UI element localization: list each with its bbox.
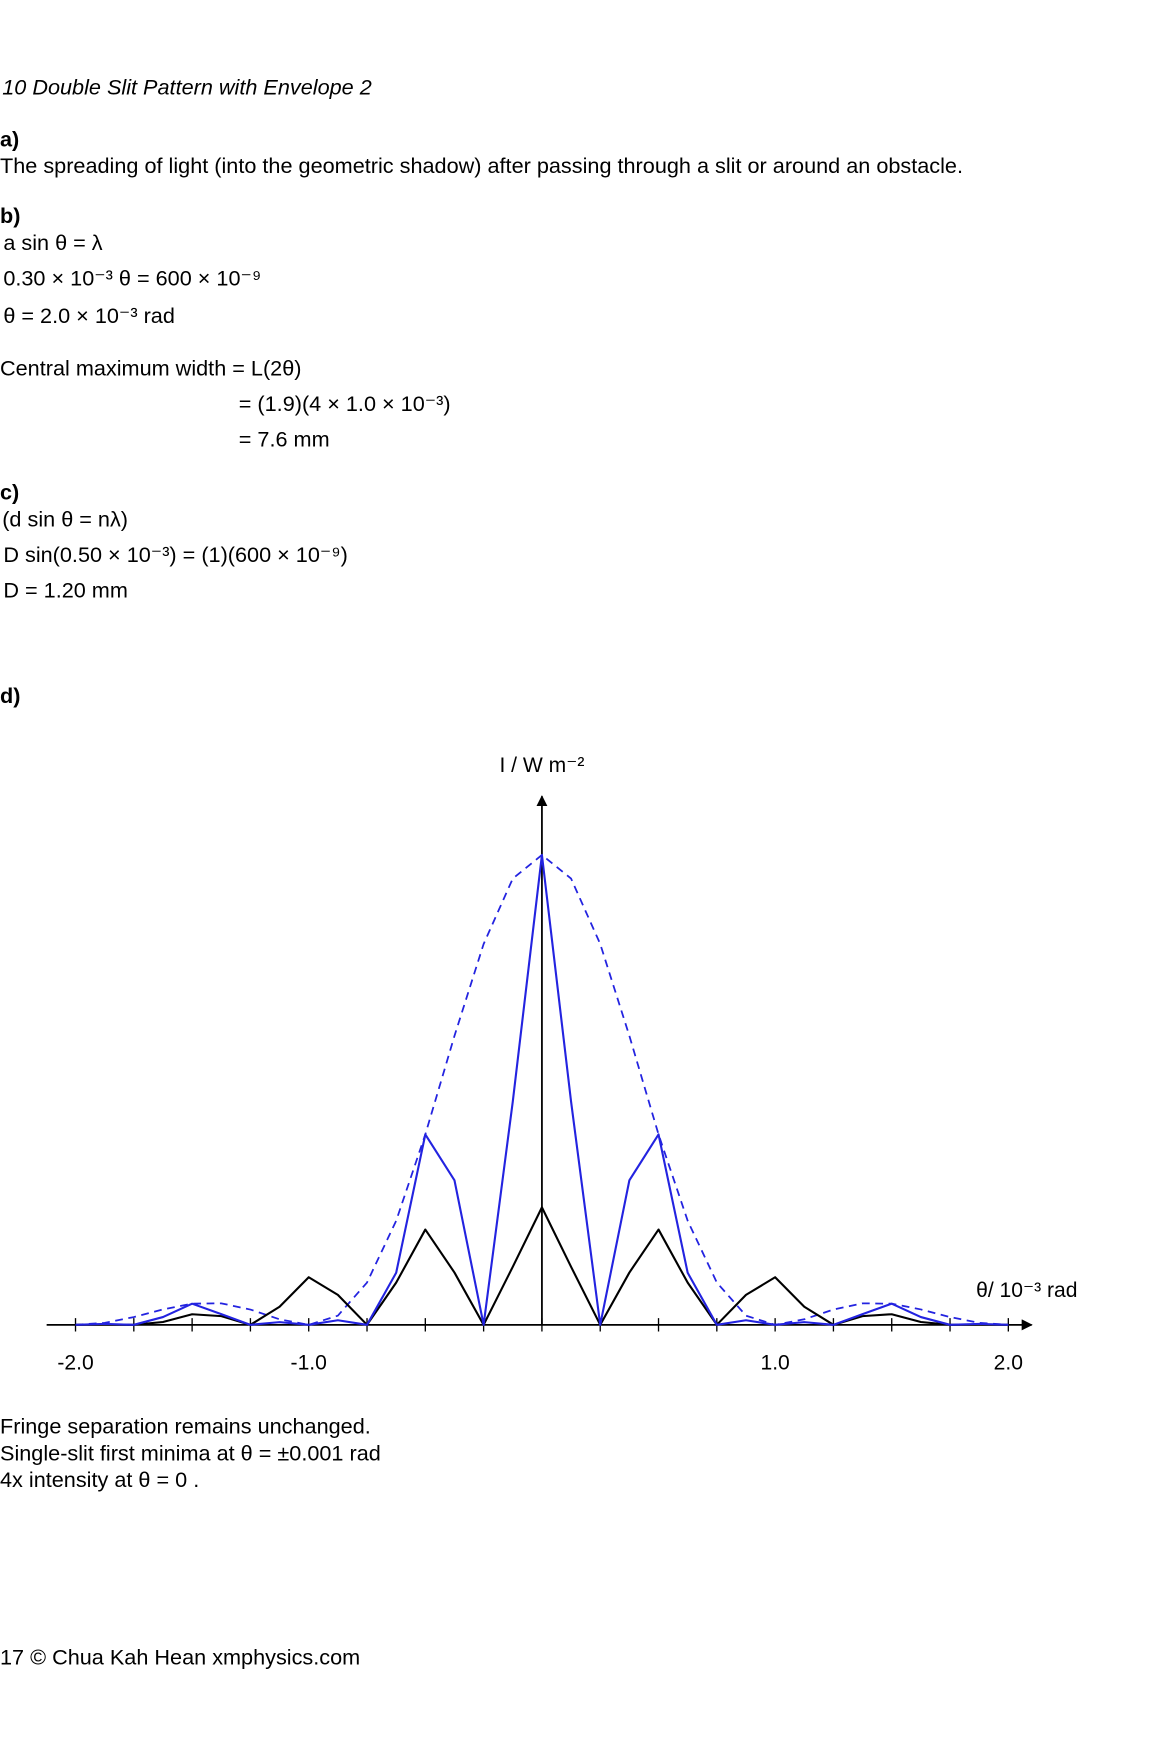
x-axis-label: θ/ 10⁻³ rad	[976, 1279, 1077, 1302]
intensity-line	[75, 1206, 1009, 1326]
x-tick-label: 1.0	[760, 1351, 789, 1374]
answer-line: Fringe separation remains unchanged.	[0, 1414, 371, 1440]
x-tick-label: 2.0	[994, 1351, 1023, 1374]
answer-line: D sin(0.50 × 10⁻³) = (1)(600 × 10⁻⁹)	[3, 543, 348, 568]
intensity-line	[75, 853, 1009, 1326]
answer-line: 0.30 × 10⁻³ θ = 600 × 10⁻⁹	[3, 266, 262, 291]
answer-line: = (1.9)(4 × 1.0 × 10⁻³)	[238, 392, 451, 417]
answer-line: = 7.6 mm	[238, 427, 330, 452]
answer-line: 4x intensity at θ = 0 .	[0, 1468, 200, 1493]
chart: I / W m⁻² θ/ 10⁻³ rad -2.0 -1.0 1.0 2.0	[46, 754, 1077, 1374]
part-label: d)	[0, 684, 21, 709]
part-label: a)	[0, 127, 20, 153]
answer-line: D = 1.20 mm	[3, 578, 128, 604]
answer-line: θ = 2.0 × 10⁻³ rad	[3, 304, 175, 329]
answer-line: (d sin θ = nλ)	[2, 507, 129, 532]
part-label: c)	[0, 480, 20, 506]
footer: 17 © Chua Kah Hean xmphysics.com	[0, 1645, 361, 1671]
answer-line: a sin θ = λ	[3, 230, 103, 256]
y-axis-label: I / W m⁻²	[499, 754, 584, 777]
part-label: b)	[0, 204, 21, 229]
answer-line: The spreading of light (into the geometr…	[0, 154, 963, 179]
x-tick-label: -2.0	[57, 1351, 93, 1374]
x-tick-label: -1.0	[291, 1351, 327, 1374]
answer-line: Central maximum width = L(2θ)	[0, 356, 302, 381]
answer-line: Single-slit first minima at θ = ±0.001 r…	[0, 1441, 381, 1466]
title: 10 Double Slit Pattern with Envelope 2	[2, 75, 372, 100]
